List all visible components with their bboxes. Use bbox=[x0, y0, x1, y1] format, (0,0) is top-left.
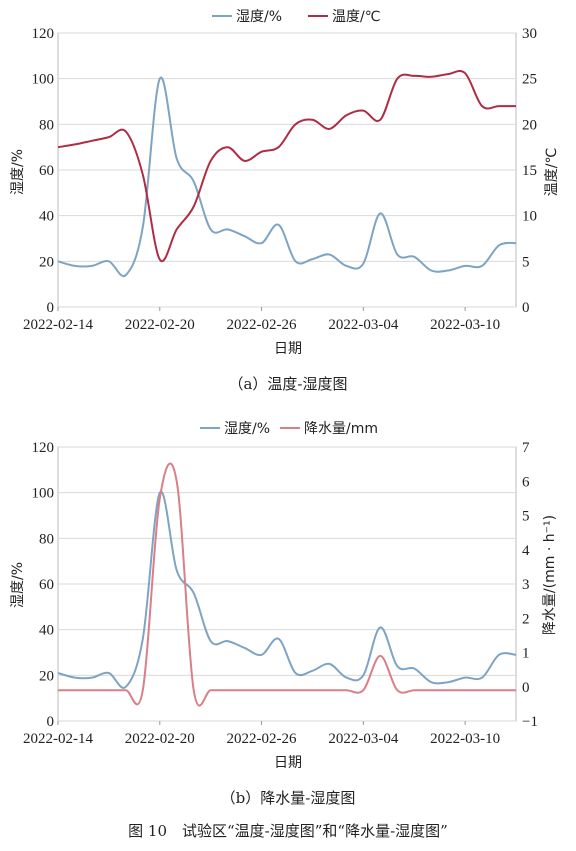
right-axis-label-b: 降水量/(mm · h⁻¹) bbox=[542, 515, 558, 635]
left-axis-label-b: 湿度/% bbox=[10, 562, 26, 608]
series-line-temperature bbox=[57, 69, 516, 263]
chart-precipitation-humidity: 湿度/% 降水量/mm 0 20 40 60 80 100 120 −1 0 1 2 3 4 5 6 7 2… bbox=[10, 421, 558, 807]
x-axis-ticks-a: 2022-02-14 2022-02-20 2022-02-26 2022-03-04… bbox=[23, 307, 500, 333]
x-tick-label: 2022-03-10 bbox=[430, 317, 500, 333]
left-tick-label: 20 bbox=[39, 668, 54, 684]
left-tick-label: 120 bbox=[32, 440, 55, 456]
x-tick-label: 2022-03-04 bbox=[328, 317, 398, 333]
right-tick-label: −1 bbox=[522, 714, 538, 730]
legend-label-precipitation: 降水量/mm bbox=[304, 421, 378, 437]
left-tick-label: 60 bbox=[39, 163, 54, 179]
right-tick-label: 3 bbox=[522, 577, 530, 593]
left-tick-label: 40 bbox=[39, 623, 54, 639]
legend: 湿度/% 温度/℃ bbox=[212, 9, 380, 25]
left-tick-label: 120 bbox=[32, 26, 55, 42]
left-tick-label: 100 bbox=[32, 486, 55, 502]
right-tick-label: 30 bbox=[522, 26, 537, 42]
x-tick-label: 2022-02-20 bbox=[125, 731, 195, 747]
x-tick-label: 2022-02-14 bbox=[23, 731, 93, 747]
right-tick-label: 1 bbox=[522, 646, 530, 662]
series-a bbox=[57, 69, 517, 278]
left-tick-label: 20 bbox=[39, 254, 54, 270]
left-axis-ticks-b: 0 20 40 60 80 100 120 bbox=[32, 440, 55, 730]
right-tick-label: 0 bbox=[522, 300, 530, 316]
left-tick-label: 60 bbox=[39, 577, 54, 593]
caption-a: （a）温度-湿度图 bbox=[228, 375, 347, 393]
x-axis-label-a: 日期 bbox=[274, 341, 302, 357]
left-tick-label: 0 bbox=[47, 300, 55, 316]
left-axis-ticks-a: 0 20 40 60 80 100 120 bbox=[32, 26, 55, 316]
x-tick-label: 2022-02-14 bbox=[23, 317, 93, 333]
series-b bbox=[57, 462, 517, 707]
left-tick-label: 80 bbox=[39, 531, 54, 547]
left-tick-label: 100 bbox=[32, 72, 55, 88]
right-tick-label: 20 bbox=[522, 117, 537, 133]
caption-b: （b）降水量-湿度图 bbox=[221, 789, 356, 807]
gridlines-b bbox=[58, 446, 516, 722]
legend-label-humidity: 湿度/% bbox=[224, 421, 270, 437]
right-tick-label: 15 bbox=[522, 163, 537, 179]
right-tick-label: 25 bbox=[522, 72, 537, 88]
legend-label-temperature: 温度/℃ bbox=[332, 9, 380, 25]
series-line-humidity bbox=[57, 490, 517, 689]
x-tick-label: 2022-03-10 bbox=[430, 731, 500, 747]
right-axis-label-a: 温度/℃ bbox=[544, 148, 560, 196]
series-line-humidity bbox=[57, 76, 517, 278]
left-axis-label-a: 湿度/% bbox=[10, 149, 26, 195]
right-tick-label: 4 bbox=[522, 543, 530, 559]
right-tick-label: 10 bbox=[522, 209, 537, 225]
series-line-precipitation bbox=[58, 462, 516, 707]
legend: 湿度/% 降水量/mm bbox=[200, 421, 378, 437]
right-tick-label: 0 bbox=[522, 680, 530, 696]
x-axis-label-b: 日期 bbox=[274, 755, 302, 771]
x-tick-label: 2022-02-20 bbox=[125, 317, 195, 333]
x-axis-ticks-b: 2022-02-14 2022-02-20 2022-02-26 2022-03-04… bbox=[23, 721, 500, 747]
right-axis-ticks-b: −1 0 1 2 3 4 5 6 7 bbox=[522, 440, 538, 730]
chart-temperature-humidity: 湿度/% 温度/℃ 0 20 40 60 80 100 120 0 5 10 15 20 25 30 2… bbox=[10, 9, 560, 393]
right-tick-label: 2 bbox=[522, 611, 530, 627]
figure-caption: 图 10 试验区“温度-湿度图”和“降水量-湿度图” bbox=[128, 822, 448, 840]
x-tick-label: 2022-03-04 bbox=[328, 731, 398, 747]
left-tick-label: 40 bbox=[39, 209, 54, 225]
x-tick-label: 2022-02-26 bbox=[227, 317, 297, 333]
legend-label-humidity: 湿度/% bbox=[236, 9, 282, 25]
right-tick-label: 5 bbox=[522, 254, 530, 270]
left-tick-label: 80 bbox=[39, 117, 54, 133]
right-axis-ticks-a: 0 5 10 15 20 25 30 bbox=[522, 26, 537, 316]
right-tick-label: 5 bbox=[522, 509, 530, 525]
right-tick-label: 7 bbox=[522, 440, 530, 456]
right-tick-label: 6 bbox=[522, 474, 530, 490]
x-tick-label: 2022-02-26 bbox=[227, 731, 297, 747]
left-tick-label: 0 bbox=[47, 714, 55, 730]
